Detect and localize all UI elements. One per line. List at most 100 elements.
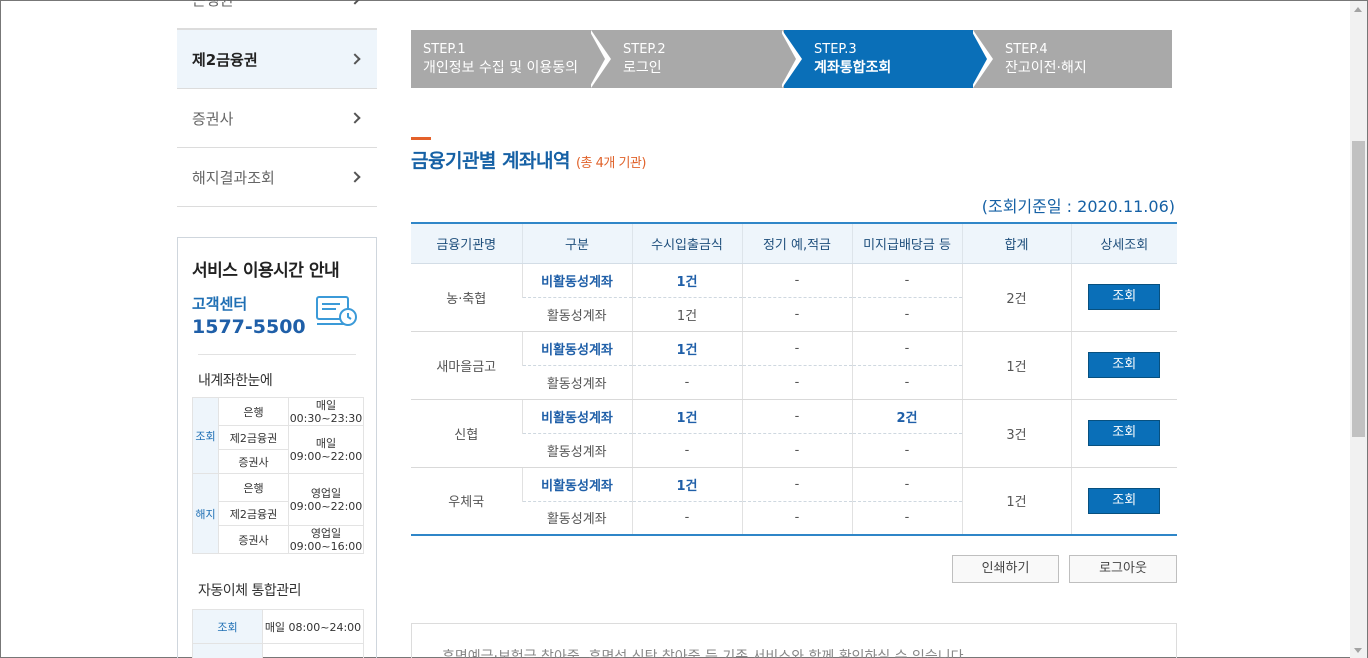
cell-savings: -: [741, 297, 852, 332]
category-cancel: 해지: [192, 473, 219, 554]
hours-label: 영업일: [310, 526, 342, 540]
cell-dividend: -: [851, 263, 962, 298]
account-summary-table: 금융기관명 구분 수시입출금식 정기 예,적금 미지급배당금 등 합계 상세조회…: [411, 222, 1177, 536]
cell-total: 1건: [961, 331, 1071, 400]
chevron-right-icon: [349, 171, 361, 183]
cell-savings: -: [741, 501, 852, 535]
divider: [198, 354, 356, 355]
step-separator: [971, 30, 987, 88]
my-accounts-hours-table: 조회 은행 매일 00:30~23:30 제2금융권 매일 09:00~22:0…: [192, 397, 364, 554]
chevron-right-icon: [349, 53, 361, 65]
column-header: 수시입출금식: [631, 223, 742, 264]
hours-value: 09:00~16:00: [289, 539, 363, 553]
hours-cell: 매일 00:30~23:30: [288, 397, 364, 426]
auto-transfer-hours-table: 조회 매일 08:00~24:00: [192, 609, 364, 658]
account-type-active: 활동성계좌: [522, 433, 632, 468]
sidebar-item-bank[interactable]: 은행권: [177, 0, 377, 29]
institution-name: 새마을금고: [411, 331, 522, 400]
institution-name: 농·축협: [411, 263, 522, 332]
print-button[interactable]: 인쇄하기: [952, 555, 1059, 583]
account-type-inactive[interactable]: 비활동성계좌: [521, 467, 632, 502]
section-title: 금융기관별 계좌내역 (총 4개 기관): [411, 146, 646, 173]
cell-dividend: -: [851, 331, 962, 366]
step-number: STEP.1: [423, 42, 466, 57]
table-row: 신협 비활동성계좌 1건 - 2건 3건 조회: [411, 399, 1177, 468]
cell-savings: -: [741, 365, 852, 400]
hours-cell: 매일 09:00~22:00: [288, 425, 364, 474]
view-detail-button[interactable]: 조회: [1088, 420, 1161, 446]
query-date: (조회기준일 : 2020.11.06): [981, 197, 1175, 216]
cell-dividend: -: [851, 297, 962, 332]
account-type-inactive[interactable]: 비활동성계좌: [521, 331, 632, 366]
step-4: STEP.4 잔고이전·해지: [973, 30, 1172, 88]
category-empty: [192, 643, 263, 658]
cell-savings: -: [741, 263, 852, 298]
cell-dividend: -: [851, 501, 962, 535]
table-row: 활동성계좌 1건 - -: [411, 297, 1177, 332]
cell-demand: -: [631, 365, 742, 400]
cell-demand: -: [631, 501, 742, 535]
sidebar-item-cancel-result[interactable]: 해지결과조회: [177, 148, 377, 207]
account-type-inactive[interactable]: 비활동성계좌: [521, 399, 632, 434]
sidebar-item-second-finance[interactable]: 제2금융권: [177, 30, 377, 89]
hours-cell: 영업일 09:00~16:00: [288, 525, 364, 554]
cell-demand: 1건: [631, 297, 742, 332]
view-detail-button[interactable]: 조회: [1088, 487, 1161, 514]
cell-savings: -: [741, 399, 852, 434]
table-row: 활동성계좌 - - -: [411, 501, 1177, 535]
cell-demand[interactable]: 1건: [631, 331, 742, 366]
sidebar-item-label: 제2금융권: [192, 50, 258, 69]
step-3-current: STEP.3 계좌통합조회: [784, 30, 979, 88]
section-auto-transfer-title: 자동이체 통합관리: [198, 583, 302, 599]
hours-value: 00:30~23:30: [289, 411, 363, 425]
vertical-scrollbar[interactable]: [1350, 1, 1367, 658]
column-header: 상세조회: [1070, 223, 1177, 264]
customer-center-icon: [316, 296, 357, 326]
step-label: 잔고이전·해지: [1005, 60, 1087, 76]
sidebar-item-securities[interactable]: 증권사: [177, 89, 377, 148]
step-label: 로그인: [623, 60, 662, 76]
hours-label: 매일: [315, 398, 337, 412]
table-row: 새마을금고 비활동성계좌 1건 - - 1건 조회: [411, 331, 1177, 400]
step-2: STEP.2 로그인: [601, 30, 794, 88]
table-row: 활동성계좌 - - -: [411, 365, 1177, 400]
scroll-up-arrow-icon[interactable]: [1354, 7, 1362, 12]
detail-cell: 조회: [1070, 263, 1177, 332]
view-detail-button[interactable]: 조회: [1088, 352, 1161, 378]
service-hours-title: 서비스 이용시간 안내: [192, 261, 340, 281]
step-separator: [589, 30, 605, 88]
sidebar-item-label: 증권사: [192, 109, 234, 128]
account-type-active: 활동성계좌: [546, 512, 607, 528]
institution-bank: 은행: [218, 473, 289, 502]
cell-dividend[interactable]: 2건: [851, 399, 962, 434]
service-hours-box: 서비스 이용시간 안내 고객센터 1577-5500 내계좌한눈에 조회 은행 …: [177, 237, 377, 658]
section-my-accounts-title: 내계좌한눈에: [198, 373, 273, 389]
cell-dividend: -: [851, 365, 962, 400]
table-row: 농·축협 비활동성계좌 1건 - - 2건 조회: [411, 263, 1177, 332]
institution-bank: 은행: [218, 397, 289, 426]
institution-name: 우체국: [448, 495, 485, 511]
cell-demand[interactable]: 1건: [631, 263, 742, 298]
account-type-inactive[interactable]: 비활동성계좌: [521, 263, 632, 298]
cell-demand: -: [631, 433, 742, 468]
sidebar-item-label: 해지결과조회: [192, 168, 275, 187]
view-detail-button[interactable]: 조회: [1088, 284, 1161, 310]
scroll-down-arrow-icon[interactable]: [1354, 648, 1362, 653]
institution-name: 신협: [411, 399, 522, 468]
logout-button[interactable]: 로그아웃: [1069, 555, 1177, 583]
hours-cell: 영업일 09:00~22:00: [288, 473, 364, 526]
step-number: STEP.2: [623, 42, 666, 57]
hours-empty: [262, 643, 364, 658]
step-indicator: STEP.1 개인정보 수집 및 이용동의 STEP.2 로그인 STEP.3 …: [411, 30, 1172, 88]
institution-second-finance: 제2금융권: [218, 501, 289, 526]
cell-dividend: -: [851, 433, 962, 468]
cell-savings: -: [741, 433, 852, 468]
institution-count: (총 4개 기관): [575, 156, 647, 171]
hours-value: 매일 08:00~24:00: [262, 609, 364, 644]
step-1: STEP.1 개인정보 수집 및 이용동의: [411, 30, 601, 88]
table-row: 활동성계좌 - - -: [411, 433, 1177, 468]
cell-demand[interactable]: 1건: [631, 467, 742, 502]
cell-demand[interactable]: 1건: [631, 399, 742, 434]
cell-savings: -: [741, 467, 852, 502]
scrollbar-thumb[interactable]: [1352, 141, 1365, 437]
